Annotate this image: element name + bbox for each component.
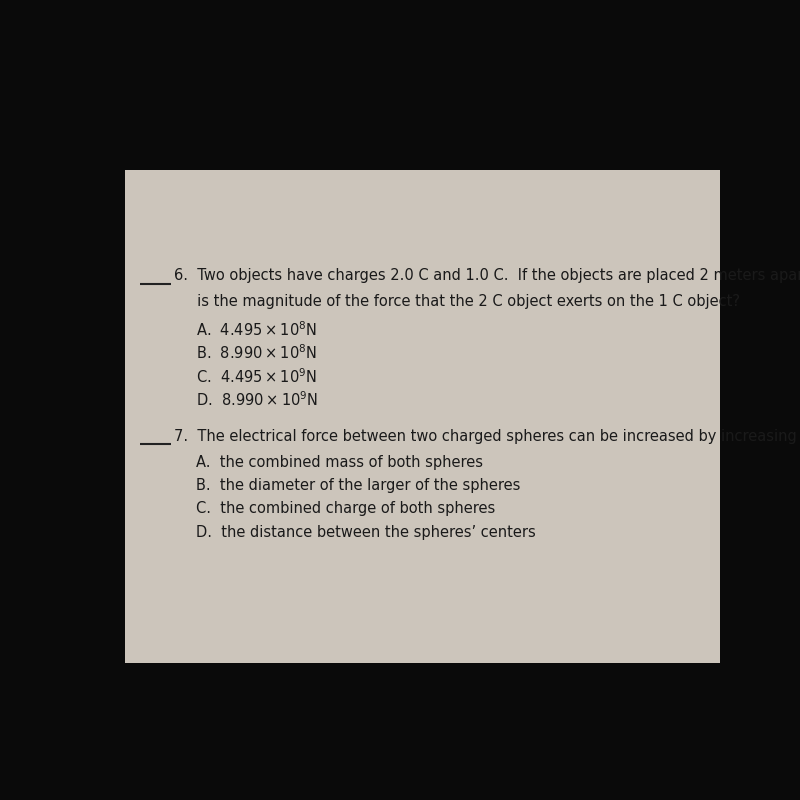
Text: A.  $4.495 \times 10^{8}$N: A. $4.495 \times 10^{8}$N (196, 320, 317, 339)
Text: C.  the combined charge of both spheres: C. the combined charge of both spheres (196, 502, 495, 516)
Bar (125, 170, 720, 662)
Text: B.  the diameter of the larger of the spheres: B. the diameter of the larger of the sph… (196, 478, 521, 493)
Text: D.  the distance between the spheres’ centers: D. the distance between the spheres’ cen… (196, 525, 536, 540)
Text: D.  $8.990 \times 10^{9}$N: D. $8.990 \times 10^{9}$N (196, 390, 318, 409)
Text: 7.  The electrical force between two charged spheres can be increased by increas: 7. The electrical force between two char… (174, 429, 800, 444)
Text: B.  $8.990 \times 10^{8}$N: B. $8.990 \times 10^{8}$N (196, 344, 317, 362)
Text: A.  the combined mass of both spheres: A. the combined mass of both spheres (196, 454, 483, 470)
Text: 6.  Two objects have charges 2.0 C and 1.0 C.  If the objects are placed 2 meter: 6. Two objects have charges 2.0 C and 1.… (174, 269, 800, 283)
Text: is the magnitude of the force that the 2 C object exerts on the 1 C object?: is the magnitude of the force that the 2… (174, 294, 741, 310)
Text: C.  $4.495 \times 10^{9}$N: C. $4.495 \times 10^{9}$N (196, 367, 318, 386)
